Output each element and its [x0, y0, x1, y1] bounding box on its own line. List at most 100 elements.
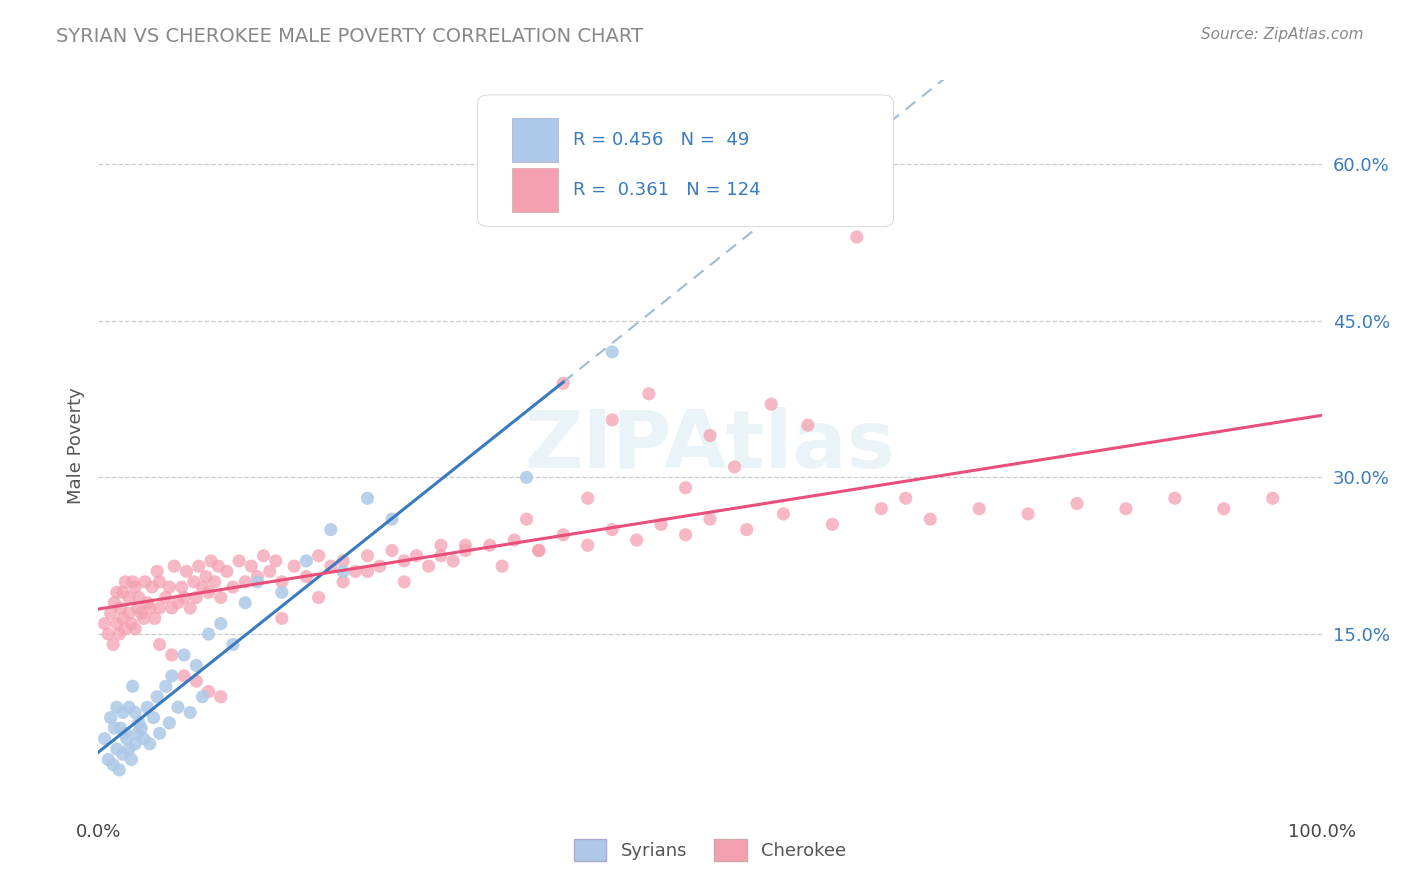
- Point: [283, 559, 305, 574]
- Point: [246, 574, 269, 589]
- Point: [240, 559, 263, 574]
- Point: [200, 554, 222, 568]
- Point: [97, 752, 120, 766]
- Point: [195, 569, 218, 583]
- Point: [146, 690, 169, 704]
- FancyBboxPatch shape: [478, 95, 894, 227]
- Point: [845, 230, 868, 244]
- Point: [155, 591, 177, 605]
- Point: [418, 559, 440, 574]
- Point: [136, 700, 159, 714]
- Point: [405, 549, 427, 563]
- Point: [114, 726, 136, 740]
- Point: [259, 565, 281, 579]
- Point: [392, 574, 416, 589]
- FancyBboxPatch shape: [512, 118, 558, 161]
- Point: [186, 591, 208, 605]
- Point: [356, 491, 378, 506]
- Point: [215, 565, 238, 579]
- Point: [149, 638, 172, 652]
- Point: [186, 658, 208, 673]
- Point: [600, 345, 623, 359]
- Point: [576, 491, 599, 506]
- Point: [163, 559, 186, 574]
- Point: [209, 616, 232, 631]
- Point: [149, 601, 172, 615]
- Point: [108, 763, 131, 777]
- Point: [93, 731, 115, 746]
- Point: [894, 491, 917, 506]
- Point: [187, 559, 209, 574]
- Point: [772, 507, 794, 521]
- Point: [332, 565, 354, 579]
- Point: [121, 574, 143, 589]
- Point: [155, 679, 177, 693]
- Point: [197, 585, 219, 599]
- Point: [576, 538, 599, 552]
- Point: [332, 554, 354, 568]
- Point: [173, 648, 195, 662]
- Point: [143, 611, 166, 625]
- Point: [170, 580, 193, 594]
- Point: [136, 596, 159, 610]
- Point: [319, 559, 342, 574]
- Point: [127, 601, 149, 615]
- Point: [173, 669, 195, 683]
- Point: [101, 638, 124, 652]
- Point: [527, 543, 550, 558]
- Point: [160, 669, 183, 683]
- Point: [124, 737, 146, 751]
- Point: [553, 528, 575, 542]
- Point: [183, 574, 205, 589]
- Point: [430, 549, 453, 563]
- Point: [105, 585, 128, 599]
- Point: [176, 565, 198, 579]
- Point: [553, 376, 575, 391]
- Point: [108, 627, 131, 641]
- Point: [120, 752, 142, 766]
- Point: [699, 428, 721, 442]
- Point: [308, 591, 330, 605]
- Point: [797, 418, 820, 433]
- Point: [128, 715, 150, 730]
- Point: [252, 549, 274, 563]
- Point: [600, 413, 623, 427]
- Point: [142, 711, 165, 725]
- Point: [197, 684, 219, 698]
- Point: [191, 580, 214, 594]
- Point: [441, 554, 464, 568]
- Point: [392, 554, 416, 568]
- Point: [197, 627, 219, 641]
- Point: [139, 737, 162, 751]
- Point: [626, 533, 648, 547]
- Point: [478, 538, 501, 552]
- Point: [270, 574, 294, 589]
- Point: [179, 706, 201, 720]
- Point: [115, 731, 138, 746]
- Point: [675, 528, 697, 542]
- Text: Source: ZipAtlas.com: Source: ZipAtlas.com: [1201, 27, 1364, 42]
- Point: [1164, 491, 1187, 506]
- Point: [264, 554, 287, 568]
- Point: [124, 706, 146, 720]
- Point: [233, 596, 256, 610]
- Point: [110, 721, 132, 735]
- Point: [111, 747, 134, 762]
- Point: [111, 611, 134, 625]
- Point: [920, 512, 942, 526]
- Point: [157, 715, 180, 730]
- Point: [160, 648, 183, 662]
- Point: [103, 721, 125, 735]
- Y-axis label: Male Poverty: Male Poverty: [66, 388, 84, 504]
- Point: [515, 470, 537, 484]
- Point: [139, 601, 162, 615]
- Point: [344, 565, 367, 579]
- Point: [233, 574, 256, 589]
- Point: [118, 606, 141, 620]
- Point: [222, 638, 245, 652]
- Point: [129, 721, 152, 735]
- Point: [167, 700, 190, 714]
- Point: [1115, 501, 1137, 516]
- Point: [723, 459, 745, 474]
- Point: [124, 622, 146, 636]
